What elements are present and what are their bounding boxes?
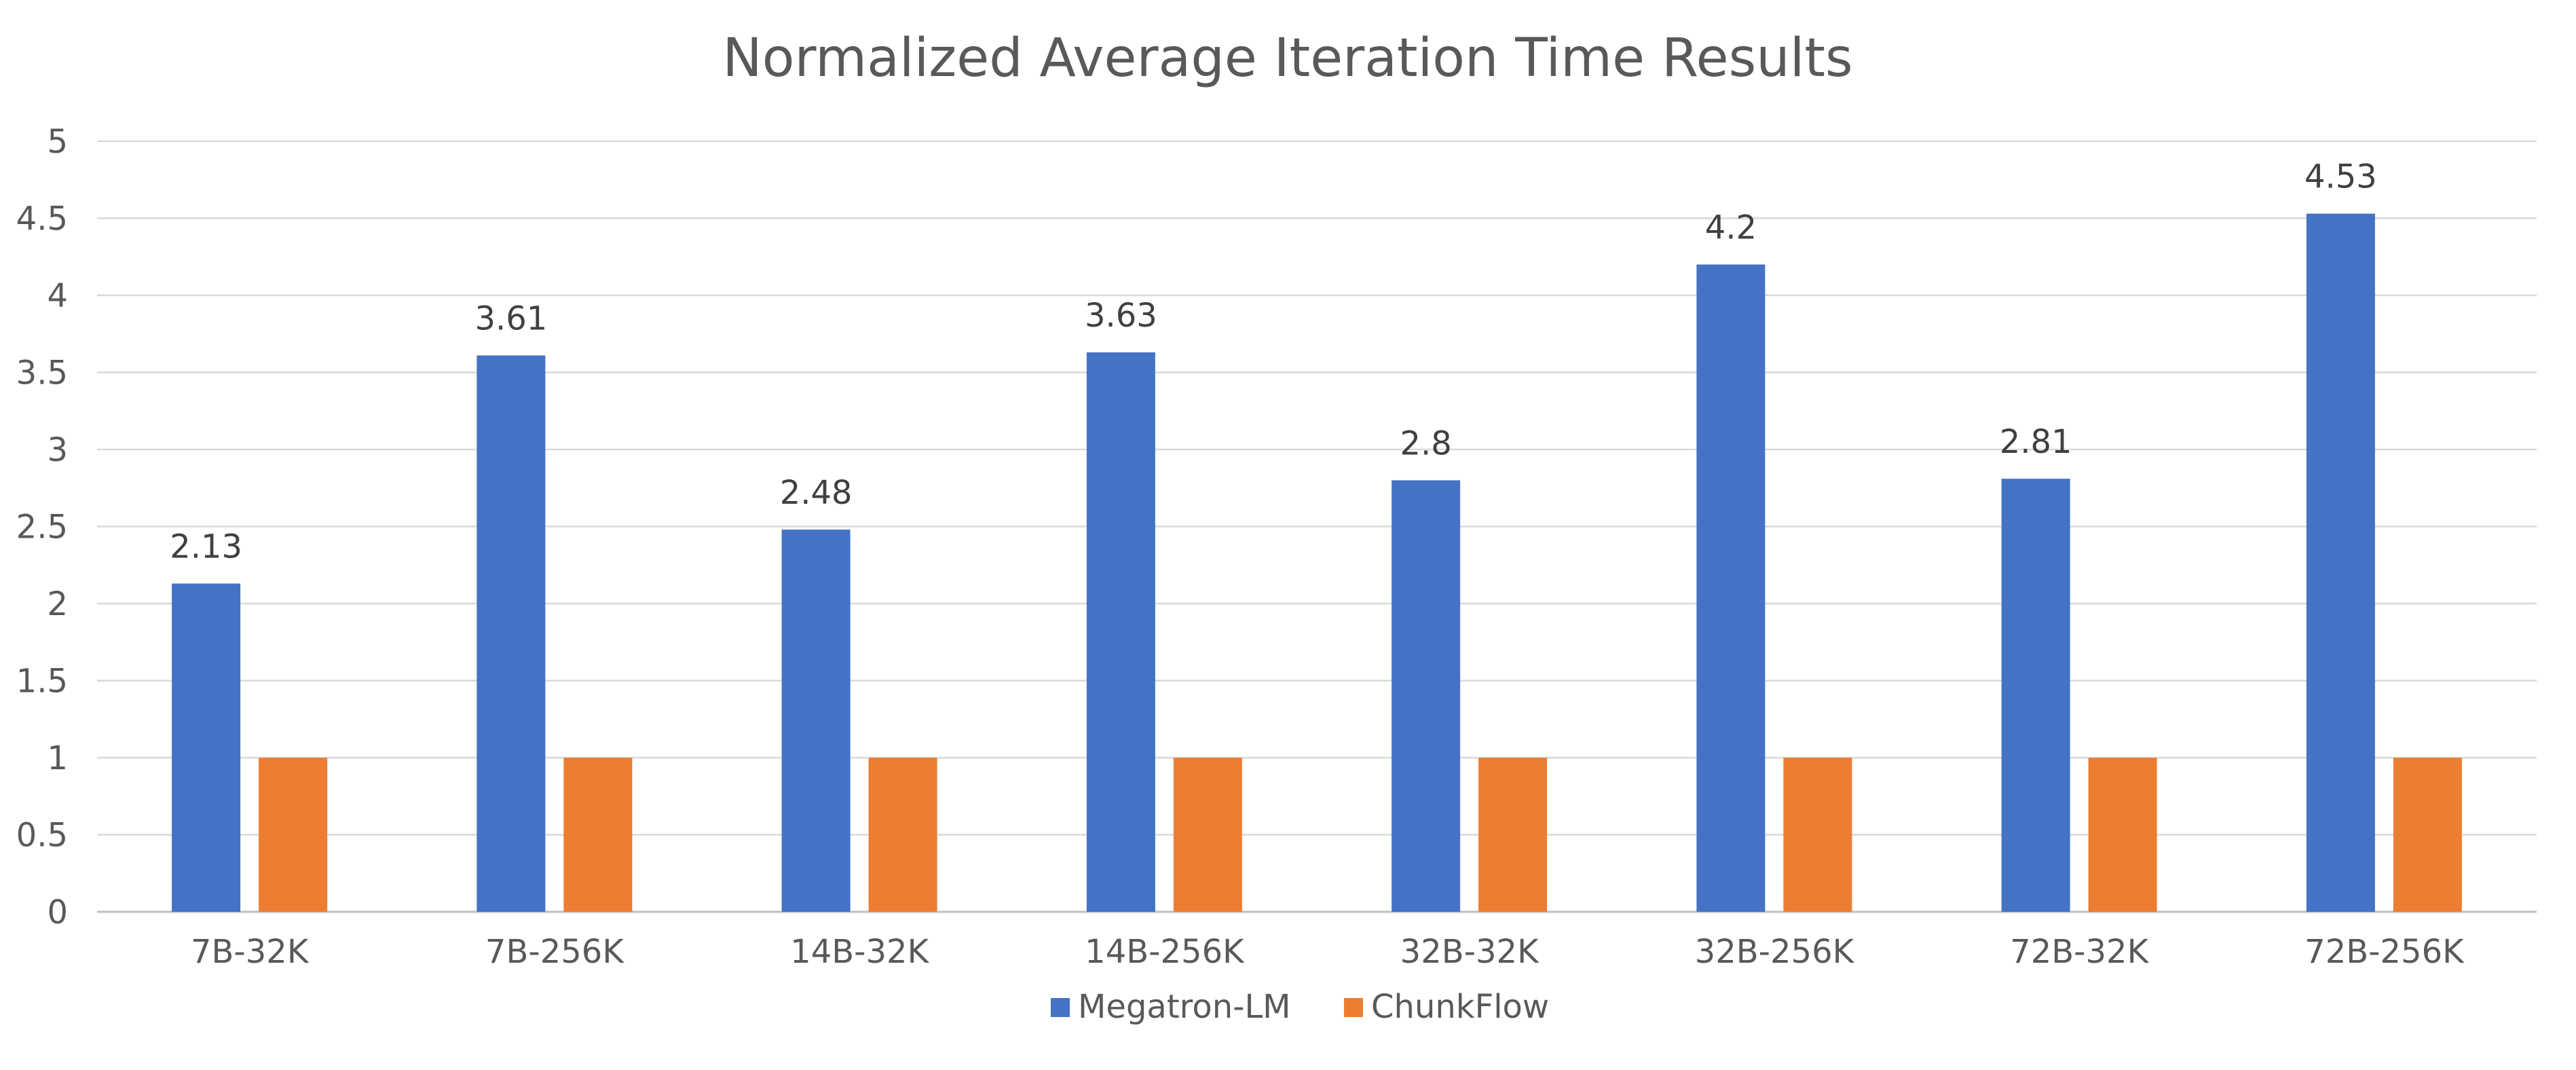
- bar-megatron-lm: [1086, 352, 1155, 912]
- bar-chunkflow: [1478, 758, 1548, 912]
- bar-chunkflow: [868, 758, 937, 912]
- x-tick-label: 14B-32K: [790, 933, 929, 971]
- x-tick-label: 14B-256K: [1085, 933, 1245, 971]
- bar-chunkflow: [2393, 758, 2462, 912]
- y-tick-label: 3: [47, 431, 68, 469]
- gridlines: [97, 140, 2537, 913]
- legend-swatch-chunkflow: [1344, 998, 1363, 1017]
- y-tick-label: 5: [47, 123, 68, 161]
- data-label: 4.2: [1705, 209, 1757, 247]
- x-tick-label: 32B-256K: [1695, 933, 1855, 971]
- bar-chunkflow: [1173, 758, 1242, 912]
- data-label: 3.61: [474, 300, 547, 338]
- bar-chunkflow: [563, 758, 633, 912]
- bar-chunkflow: [1783, 758, 1852, 912]
- bar-megatron-lm: [1696, 264, 1766, 912]
- y-tick-label: 0.5: [16, 817, 68, 855]
- y-tick-label: 2.5: [16, 509, 68, 547]
- x-tick-label: 72B-256K: [2304, 933, 2465, 971]
- x-tick-label: 72B-32K: [2010, 933, 2149, 971]
- y-axis-tick-labels: 0 0.5 1 1.5 2 2.5 3 3.5 4 4.5 5: [16, 123, 68, 931]
- y-tick-label: 3.5: [16, 354, 68, 392]
- y-tick-label: 0: [47, 893, 68, 931]
- bar-megatron-lm: [172, 583, 241, 912]
- bar-megatron-lm: [1392, 480, 1461, 912]
- bar-megatron-lm: [2001, 479, 2070, 912]
- data-label: 3.63: [1085, 297, 1157, 335]
- data-label: 2.81: [2000, 423, 2072, 461]
- y-tick-label: 1: [47, 739, 68, 777]
- y-tick-label: 2: [47, 585, 68, 623]
- bar-megatron-lm: [477, 355, 546, 912]
- chart-title: Normalized Average Iteration Time Result…: [722, 28, 1852, 89]
- data-label: 2.8: [1400, 424, 1451, 462]
- bars: [172, 213, 2462, 912]
- bar-megatron-lm: [2306, 213, 2375, 912]
- data-label: 2.48: [780, 474, 853, 512]
- y-tick-label: 4: [47, 277, 68, 315]
- x-tick-label: 7B-32K: [191, 933, 310, 971]
- bar-chunkflow: [259, 758, 328, 912]
- legend-label-megatron-lm: Megatron-LM: [1078, 988, 1291, 1026]
- x-tick-label: 32B-32K: [1400, 933, 1539, 971]
- legend-label-chunkflow: ChunkFlow: [1371, 988, 1549, 1026]
- y-tick-label: 1.5: [16, 663, 68, 701]
- x-axis-tick-labels: 7B-32K 7B-256K 14B-32K 14B-256K 32B-32K 32B-2…: [191, 933, 2465, 971]
- legend: Megatron-LM ChunkFlow: [1051, 988, 1549, 1026]
- x-tick-label: 7B-256K: [485, 933, 624, 971]
- data-label: 4.53: [2304, 158, 2377, 196]
- y-tick-label: 4.5: [16, 200, 68, 238]
- legend-swatch-megatron-lm: [1051, 998, 1070, 1017]
- bar-chunkflow: [2088, 758, 2157, 912]
- bar-megatron-lm: [781, 530, 851, 912]
- data-labels: 2.13 3.61 2.48 3.63 2.8 4.2 2.81 4.53: [170, 158, 2377, 566]
- data-label: 2.13: [170, 528, 242, 566]
